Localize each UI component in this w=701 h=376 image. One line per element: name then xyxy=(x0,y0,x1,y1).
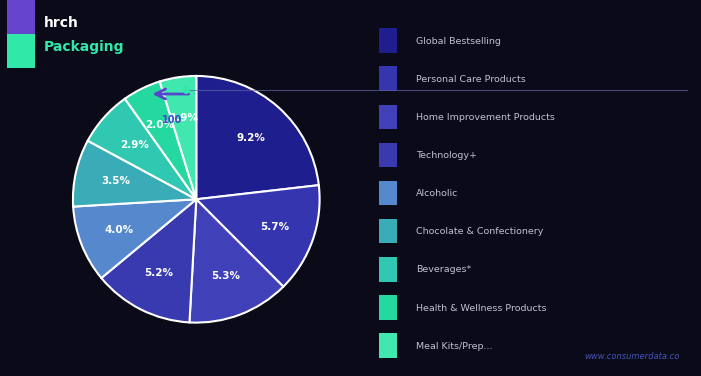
Text: 3.5%: 3.5% xyxy=(101,176,130,186)
Bar xyxy=(379,143,397,167)
Bar xyxy=(379,219,397,244)
Wedge shape xyxy=(73,141,196,206)
Text: www.consumerdata.co: www.consumerdata.co xyxy=(585,352,680,361)
Text: 5.7%: 5.7% xyxy=(259,221,289,232)
Text: Health & Wellness Products: Health & Wellness Products xyxy=(416,303,547,312)
Text: 100: 100 xyxy=(162,115,182,125)
Wedge shape xyxy=(196,185,320,287)
Text: Home Improvement Products: Home Improvement Products xyxy=(416,113,555,122)
Wedge shape xyxy=(73,199,196,278)
Text: ●: ● xyxy=(182,85,190,95)
Text: 2.9%: 2.9% xyxy=(120,139,149,150)
Text: 5.3%: 5.3% xyxy=(211,271,240,282)
Text: 1.9%: 1.9% xyxy=(170,112,198,123)
Text: Global Bestselling: Global Bestselling xyxy=(416,37,501,46)
Wedge shape xyxy=(125,82,196,199)
Text: Packaging: Packaging xyxy=(43,40,124,54)
Text: Personal Care Products: Personal Care Products xyxy=(416,75,526,84)
Text: 9.2%: 9.2% xyxy=(237,133,266,143)
Text: Alcoholic: Alcoholic xyxy=(416,190,458,199)
Text: Beverages*: Beverages* xyxy=(416,265,472,274)
Text: 2.0%: 2.0% xyxy=(145,120,174,130)
Bar xyxy=(379,29,397,53)
Text: Technology+: Technology+ xyxy=(416,151,477,160)
Wedge shape xyxy=(196,76,319,199)
Wedge shape xyxy=(189,199,283,323)
Text: 5.2%: 5.2% xyxy=(144,268,174,278)
Text: hrch: hrch xyxy=(43,15,79,30)
Bar xyxy=(379,105,397,129)
Bar xyxy=(379,180,397,205)
Bar xyxy=(379,257,397,282)
Bar xyxy=(379,333,397,358)
Wedge shape xyxy=(88,99,196,199)
Wedge shape xyxy=(160,76,196,199)
Text: Chocolate & Confectionery: Chocolate & Confectionery xyxy=(416,227,544,237)
Wedge shape xyxy=(102,199,196,322)
Bar xyxy=(379,295,397,320)
Text: 4.0%: 4.0% xyxy=(105,224,134,235)
Text: Meal Kits/Prep...: Meal Kits/Prep... xyxy=(416,341,493,350)
Bar xyxy=(379,67,397,91)
